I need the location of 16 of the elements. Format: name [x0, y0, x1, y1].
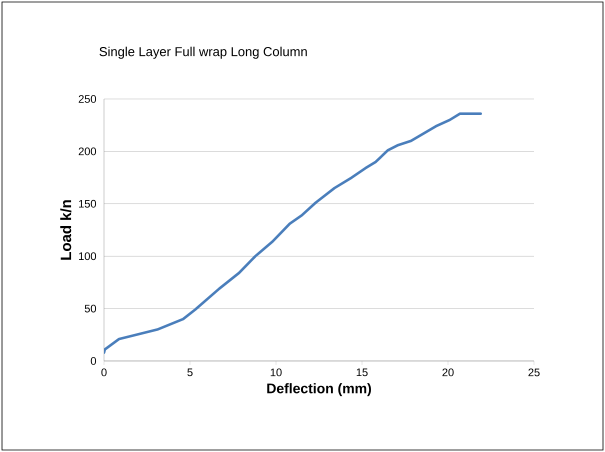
y-tick-label: 100	[79, 252, 96, 260]
y-tick-label: 50	[84, 304, 96, 312]
y-tick-label: 0	[90, 357, 96, 365]
x-tick-label: 15	[356, 368, 368, 376]
x-tick-label: 10	[270, 368, 282, 376]
x-tick-label: 20	[442, 368, 454, 376]
x-axis-title: Deflection (mm)	[267, 383, 371, 396]
x-tick-label: 25	[528, 368, 540, 376]
chart-title: Single Layer Full wrap Long Column	[100, 46, 307, 59]
y-axis-title: Load k/n	[60, 200, 72, 260]
y-tick-label: 200	[78, 148, 96, 156]
y-tick-label: 150	[79, 200, 96, 208]
y-tick-label: 250	[78, 95, 96, 103]
x-tick-label: 0	[101, 368, 107, 376]
line-series	[104, 112, 482, 354]
x-tick-label: 5	[187, 368, 193, 376]
